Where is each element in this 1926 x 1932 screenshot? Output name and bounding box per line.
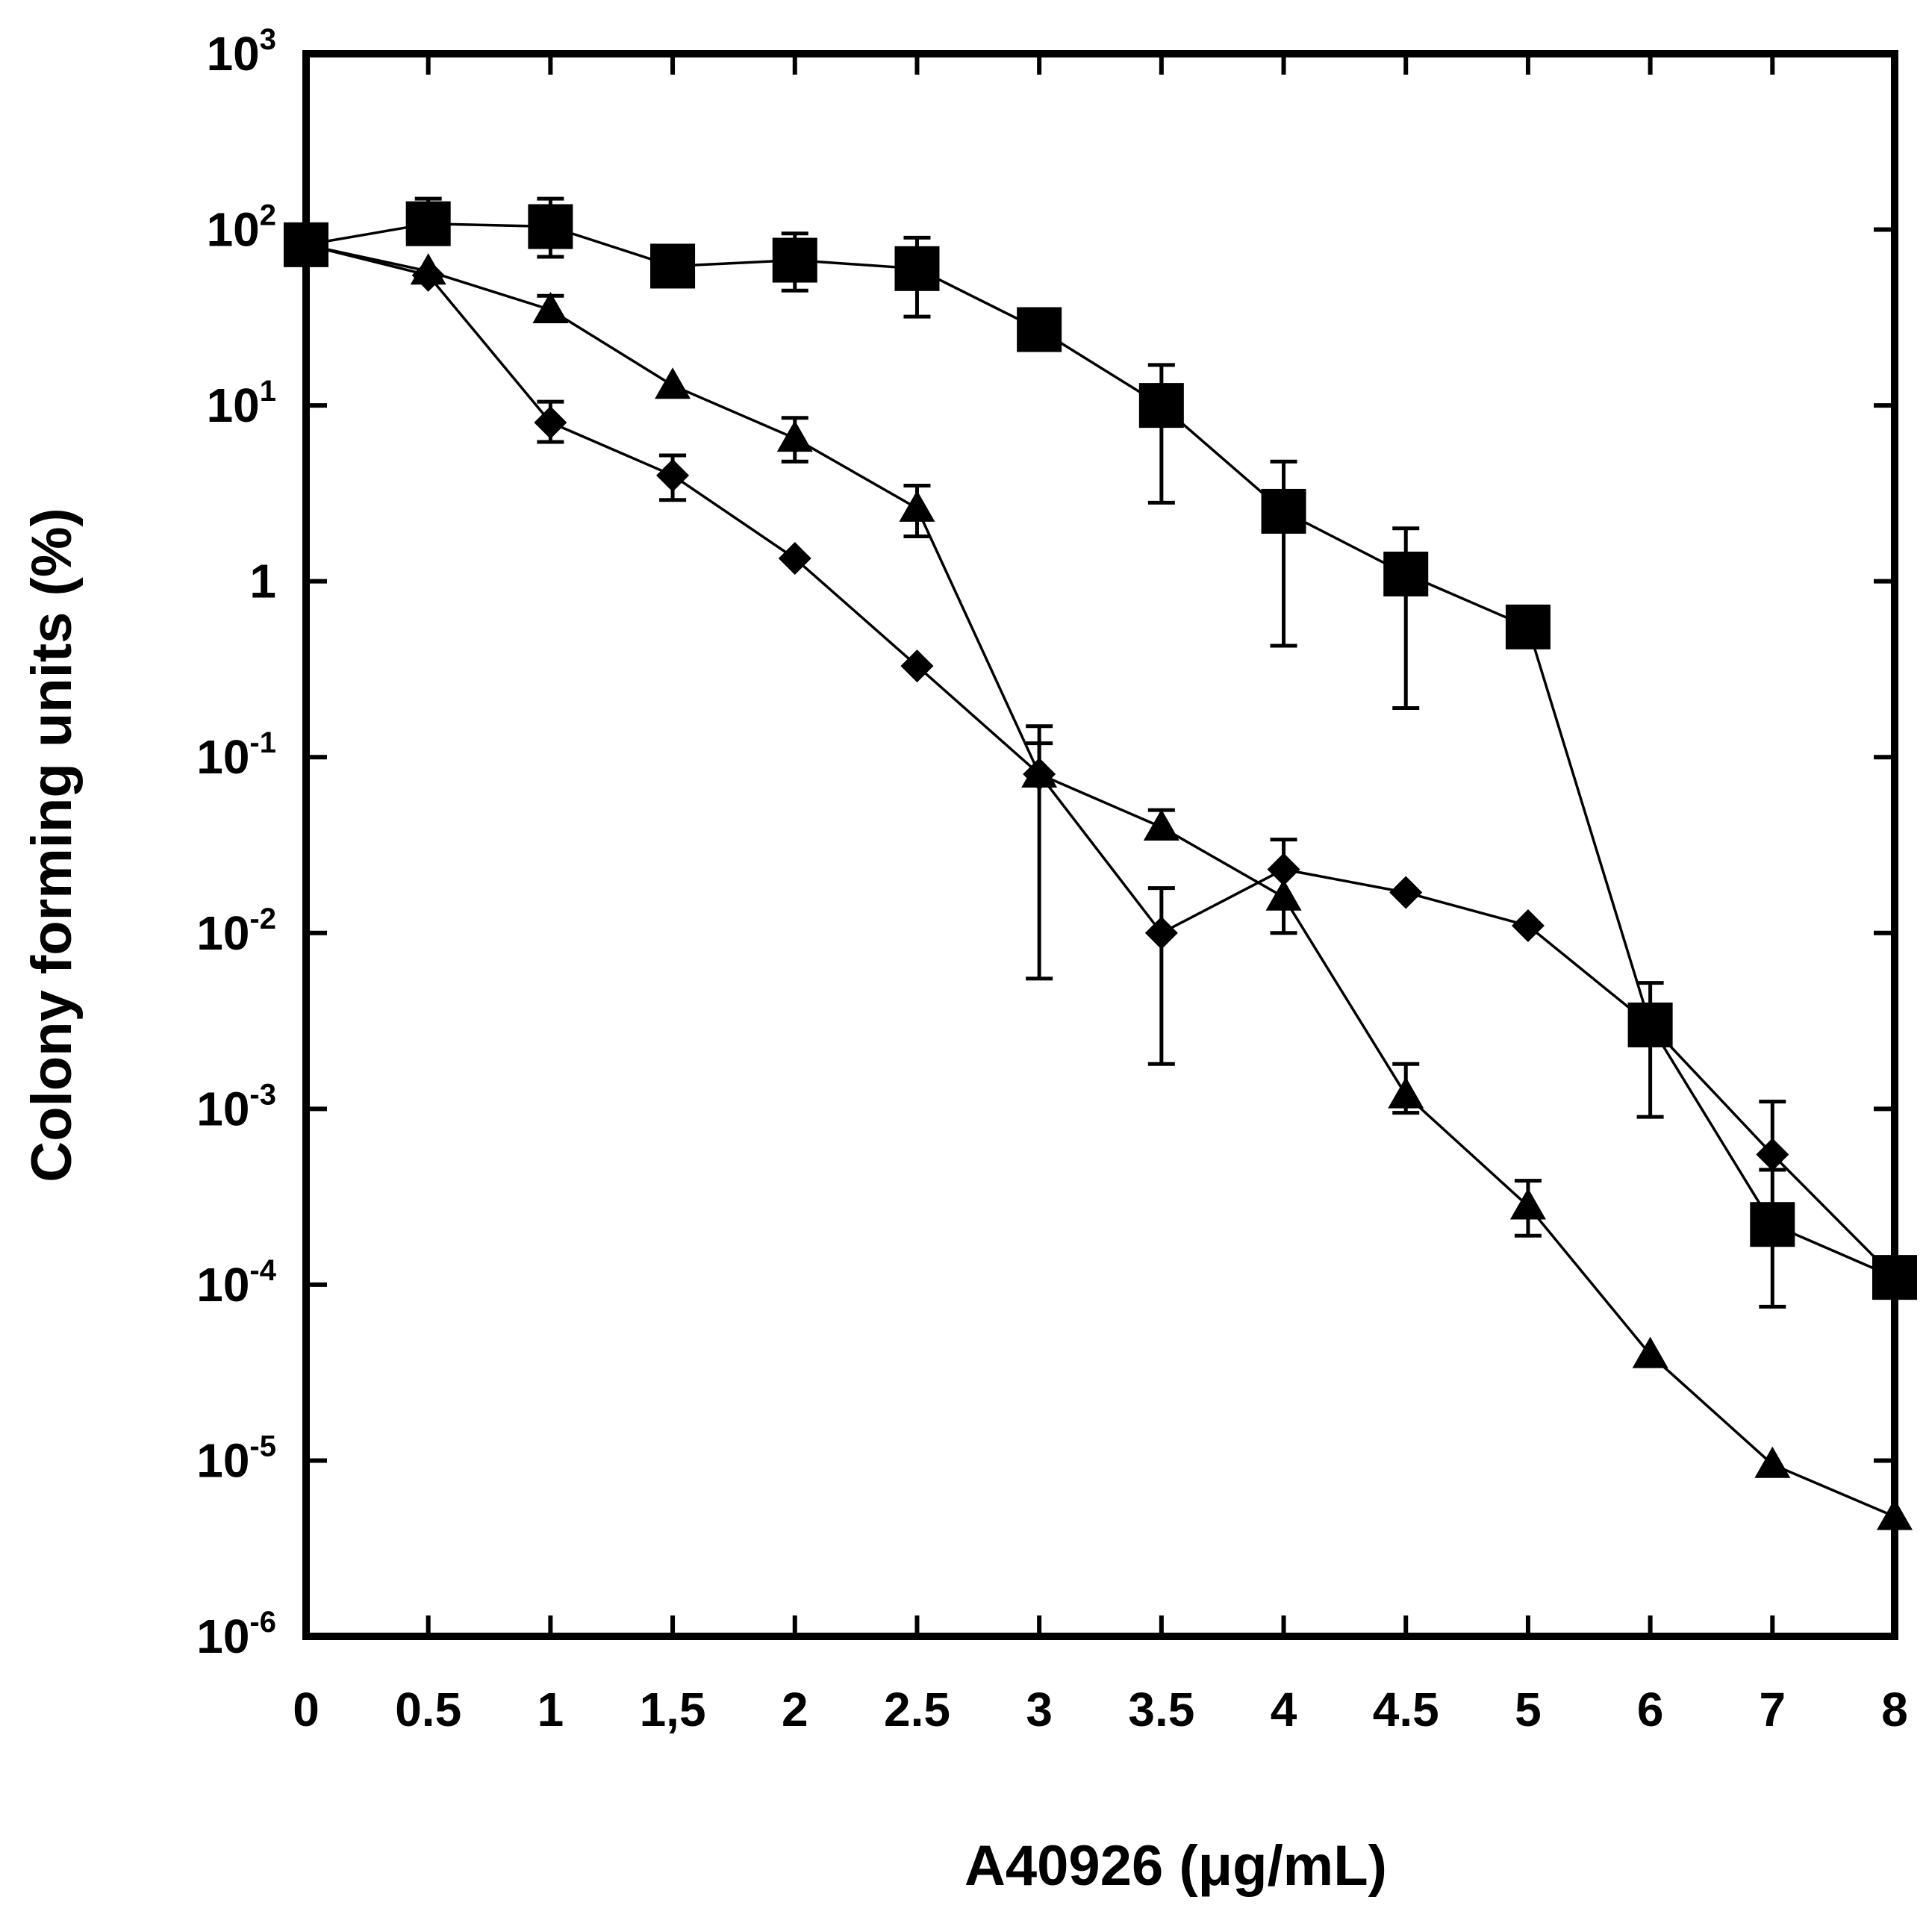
x-tick-label: 0.5	[395, 1683, 461, 1736]
data-point-triangle	[1143, 808, 1179, 841]
x-tick-label: 3.5	[1128, 1683, 1194, 1736]
data-point-square	[405, 201, 451, 246]
data-point-square	[528, 204, 573, 249]
data-point-diamond	[900, 649, 934, 683]
x-tick-label: 6	[1637, 1683, 1664, 1736]
data-point-square	[1261, 488, 1306, 534]
y-tick-label: 10-1	[196, 726, 276, 784]
data-point-diamond	[1023, 758, 1056, 791]
x-tick-label: 1	[537, 1683, 564, 1736]
data-point-square	[894, 246, 940, 291]
series-layer	[284, 196, 1917, 1530]
data-point-square	[1017, 307, 1062, 352]
data-point-triangle	[1632, 1336, 1668, 1368]
data-point-triangle	[899, 490, 935, 522]
y-tick-label: 1	[249, 555, 276, 608]
x-tick-label: 8	[1881, 1683, 1908, 1736]
series-line-triangle	[305, 243, 1895, 1518]
data-point-diamond	[1511, 909, 1545, 943]
data-point-diamond	[534, 405, 567, 439]
x-tick-labels: 0 0.5 1 1,5 2 2.5 3 3.5 4 4.5 5 6 7 8	[293, 1683, 1908, 1736]
data-point-triangle	[1509, 1188, 1546, 1220]
data-point-triangle	[1754, 1446, 1791, 1478]
data-point-diamond	[1633, 1008, 1667, 1041]
x-tick-label: 7	[1760, 1683, 1786, 1736]
data-point-square	[772, 237, 817, 283]
data-point-triangle	[655, 367, 691, 399]
y-tick-label: 102	[207, 199, 276, 257]
plot-frame	[302, 50, 1898, 1640]
x-tick-label: 4.5	[1373, 1683, 1439, 1736]
y-axis-title: Colony forming units (%)	[20, 508, 84, 1182]
data-point-diamond	[1144, 916, 1178, 950]
data-point-diamond	[656, 458, 690, 492]
series-square	[284, 196, 1917, 1309]
y-tick-label: 10-6	[196, 1606, 276, 1663]
y-tick-label: 103	[207, 23, 276, 81]
y-tick-label: 10-4	[196, 1254, 277, 1312]
data-point-square	[650, 243, 696, 289]
x-tick-label: 2	[782, 1683, 808, 1736]
x-tick-label: 4	[1271, 1683, 1297, 1736]
y-tick-label: 10-2	[196, 903, 276, 960]
series-triangle	[288, 226, 1913, 1530]
data-point-diamond	[778, 541, 811, 575]
y-tick-label: 101	[207, 375, 276, 432]
y-tick-labels: 10-6 10-5 10-4 10-3 10-2 10-1 1 101 102 103	[196, 23, 277, 1663]
y-tick-label: 10-3	[196, 1078, 276, 1135]
data-point-square	[1505, 604, 1551, 649]
data-point-triangle	[776, 420, 813, 452]
data-point-triangle	[1265, 879, 1302, 911]
data-point-triangle	[1388, 1076, 1424, 1109]
x-tick-label: 2.5	[884, 1683, 950, 1736]
data-point-triangle	[532, 291, 569, 323]
x-axis-title: A40926 (μg/mL)	[964, 1834, 1387, 1898]
x-tick-label: 5	[1515, 1683, 1542, 1736]
data-point-square	[1138, 383, 1184, 429]
series-line-square	[305, 222, 1895, 1279]
x-tick-label: 1,5	[640, 1683, 706, 1736]
data-point-square	[1750, 1202, 1795, 1247]
data-point-diamond	[1389, 876, 1423, 909]
series-diamond	[290, 228, 1911, 1294]
x-tick-label: 0	[293, 1683, 320, 1736]
data-point-square	[1383, 551, 1429, 596]
x-tick-label: 3	[1026, 1683, 1053, 1736]
series-line-diamond	[305, 243, 1896, 1279]
y-tick-label: 10-5	[196, 1430, 276, 1487]
axis-ticks	[304, 52, 1897, 1639]
data-point-diamond	[1267, 853, 1300, 886]
data-point-diamond	[1756, 1138, 1789, 1171]
data-point-diamond	[411, 258, 445, 292]
